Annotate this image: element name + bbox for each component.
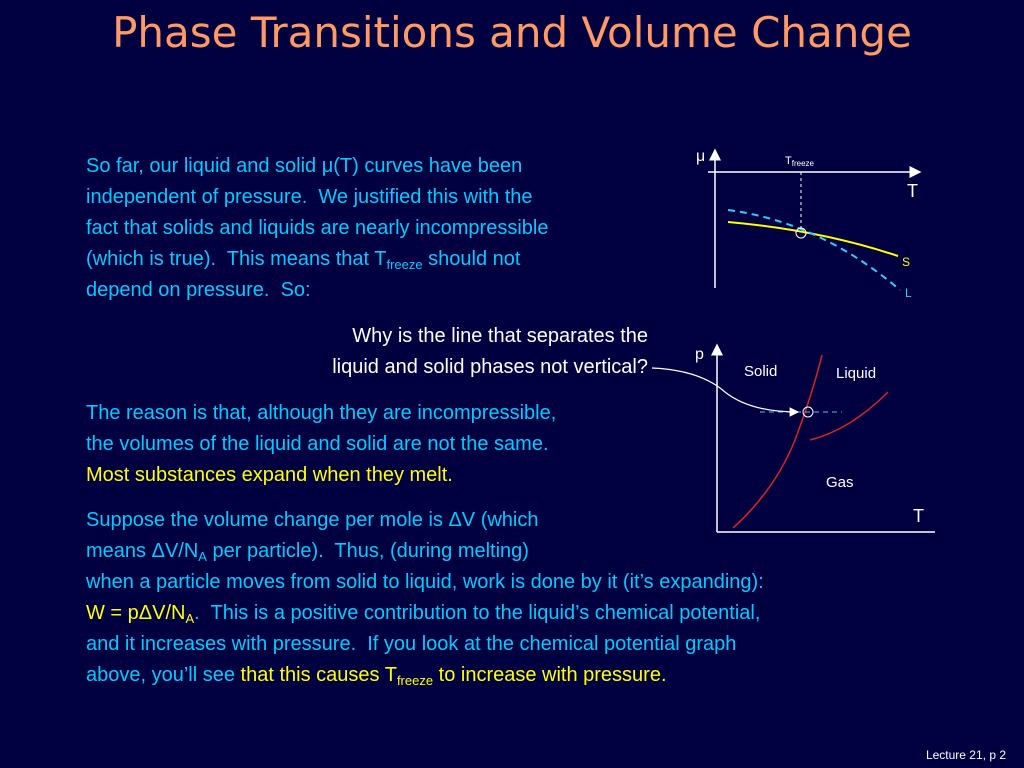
text-line: when a particle moves from solid to liqu… <box>86 567 764 598</box>
question-line: liquid and solid phases not vertical? <box>332 352 648 383</box>
text-line: Most substances expand when they melt. <box>86 460 453 491</box>
text-line: (which is true). This means that Tfreeze… <box>86 244 520 275</box>
t-freeze-label: Tfreeze <box>785 155 815 168</box>
subscript: A <box>198 549 207 564</box>
solid-curve <box>727 221 899 257</box>
text-line: and it increases with pressure. If you l… <box>86 629 736 660</box>
curve-label: L <box>905 286 912 300</box>
axis-label: T <box>907 181 918 201</box>
region-label: Solid <box>744 363 777 380</box>
text: fact that solids and liquids are nearly … <box>86 217 549 239</box>
text-line: W = pΔV/NA. This is a positive contribut… <box>86 598 760 629</box>
text: So far, our liquid and solid μ(T) curves… <box>86 155 523 177</box>
text-line: independent of pressure. We justified th… <box>86 182 533 213</box>
text: independent of pressure. We justified th… <box>86 186 533 208</box>
text: and it increases with pressure. If you l… <box>86 633 737 655</box>
text: above, you’ll see <box>86 664 241 686</box>
region-label: Liquid <box>836 365 876 382</box>
crossing <box>802 406 814 418</box>
crossing <box>795 227 807 239</box>
pointer-arrow <box>651 367 800 417</box>
text: liquid and solid phases not vertical? <box>332 356 648 378</box>
text: T <box>785 155 792 167</box>
text: Suppose the volume change per mole is ΔV… <box>86 509 539 531</box>
phase-boundary <box>732 354 823 529</box>
subscript: A <box>185 611 195 626</box>
text-line: So far, our liquid and solid μ(T) curves… <box>86 151 522 182</box>
axis-label: T <box>913 506 924 526</box>
text-line: the volumes of the liquid and solid are … <box>86 429 549 460</box>
subscript: freeze <box>792 159 815 168</box>
subscript: freeze <box>386 257 423 272</box>
phase-boundary <box>809 391 889 441</box>
text: when a particle moves from solid to liqu… <box>86 571 764 593</box>
text: Most substances expand when they melt. <box>86 464 453 486</box>
text: Why is the line that separates the <box>352 325 648 347</box>
text: depend on pressure. So: <box>86 279 311 301</box>
text-line: fact that solids and liquids are nearly … <box>86 213 548 244</box>
text: (which is true). This means that T <box>86 248 387 270</box>
text: per particle). Thus, (during melting) <box>206 540 529 562</box>
liquid-curve <box>727 209 901 291</box>
phase-graph: p T Solid Liquid Gas <box>651 343 935 533</box>
axis-label: μ <box>696 148 705 165</box>
title: Phase Transitions and Volume Change <box>112 8 912 57</box>
curve-label: S <box>902 255 910 269</box>
text-line: means ΔV/NA per particle). Thus, (during… <box>86 536 529 567</box>
text: . This is a positive contribution to the… <box>194 602 761 624</box>
text: the volumes of the liquid and solid are … <box>86 433 549 455</box>
text: should not <box>422 248 521 270</box>
mu-graph: μ Tfreeze T S L <box>696 148 922 300</box>
axis-label: p <box>695 346 704 363</box>
text: means ΔV/N <box>86 540 199 562</box>
subscript: freeze <box>396 673 434 688</box>
text-line: Suppose the volume change per mole is ΔV… <box>86 505 539 536</box>
region-label: Gas <box>826 474 854 491</box>
text: The reason is that, although they are in… <box>86 402 557 424</box>
text-line: above, you’ll see that this causes Tfree… <box>86 660 667 691</box>
text: to increase with pressure. <box>433 664 667 686</box>
text-line: The reason is that, although they are in… <box>86 398 556 429</box>
question-line: Why is the line that separates the <box>352 321 648 352</box>
text-line: depend on pressure. So: <box>86 275 311 306</box>
text: that this causes T <box>240 664 397 686</box>
footer: Lecture 21, p 2 <box>925 748 1006 762</box>
text: W = pΔV/N <box>86 602 186 624</box>
